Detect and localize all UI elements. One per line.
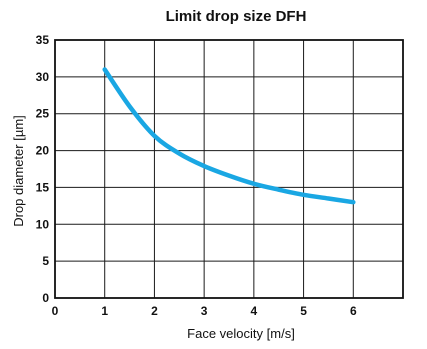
y-tick-label: 10 [36,217,50,231]
plot-frame [54,39,404,299]
y-tick-label: 20 [36,144,50,158]
y-tick-label: 5 [42,254,49,268]
x-tick-label: 3 [201,304,208,318]
grid-lines [55,40,403,298]
series-line [102,67,356,205]
y-tick-label: 30 [36,70,50,84]
x-tick-label: 5 [300,304,307,318]
x-tick-label: 4 [251,304,258,318]
y-tick-label: 35 [36,33,50,47]
x-tick-label: 1 [101,304,108,318]
chart-title: Limit drop size DFH [166,8,307,25]
x-axis-label: Face velocity [m/s] [187,326,295,341]
x-tick-label: 2 [151,304,158,318]
y-tick-label: 25 [36,107,50,121]
x-axis-ticks: 0 1 2 3 4 5 6 [52,304,357,318]
y-tick-label: 15 [36,180,50,194]
x-tick-label: 6 [350,304,357,318]
y-axis-label: Drop diameter [µm] [11,115,26,227]
series-group [102,67,356,205]
y-axis-ticks: 0 5 10 15 20 25 30 35 [36,33,50,305]
x-tick-label: 0 [52,304,59,318]
y-tick-label: 0 [42,291,49,305]
